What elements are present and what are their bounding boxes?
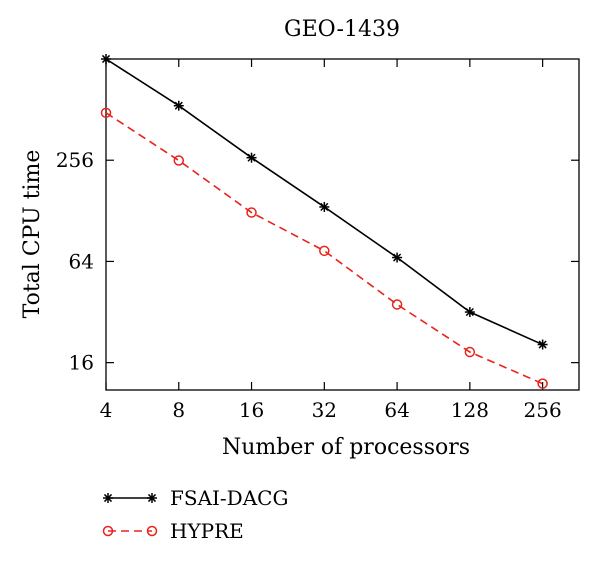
series-line-1 <box>105 112 543 385</box>
asterisk-stroke <box>538 340 547 349</box>
data-point-1 <box>100 107 112 119</box>
asterisk-stroke <box>103 493 113 503</box>
plot-frame <box>105 58 580 391</box>
data-point-1 <box>173 155 185 166</box>
x-tick-label: 256 <box>524 398 562 422</box>
data-point-1 <box>319 245 330 257</box>
data-point-0 <box>392 252 403 263</box>
x-tick-label: 8 <box>172 398 185 422</box>
asterisk-stroke <box>174 101 183 110</box>
y-axis-label: Total CPU time <box>20 150 45 319</box>
asterisk-stroke <box>101 54 111 64</box>
data-point-0 <box>101 54 111 64</box>
legend-label-1: HYPRE <box>170 519 244 543</box>
data-point-1 <box>537 378 548 389</box>
series-markers <box>100 54 548 389</box>
x-tick-label: 64 <box>384 398 409 422</box>
legend-marker-1 <box>102 525 114 537</box>
asterisk-stroke <box>393 253 402 262</box>
asterisk-stroke <box>247 153 256 162</box>
series-lines <box>105 58 543 385</box>
series-line-0 <box>105 58 543 346</box>
data-point-0 <box>319 201 330 212</box>
data-point-1 <box>391 299 403 310</box>
data-point-0 <box>537 339 548 350</box>
x-axis-label: Number of processors <box>222 435 470 460</box>
y-axis-ticks: 16 64 256 <box>56 148 579 375</box>
x-tick-label: 128 <box>451 398 489 422</box>
data-point-0 <box>246 152 257 163</box>
legend-marker-1 <box>146 525 158 537</box>
data-point-0 <box>173 100 184 111</box>
x-tick-label: 16 <box>239 398 264 422</box>
x-tick-label: 4 <box>100 398 113 422</box>
legend-marker-0 <box>147 493 157 503</box>
x-tick-label: 32 <box>312 398 337 422</box>
legend-marker-0 <box>103 493 113 503</box>
y-tick-label: 256 <box>56 148 94 172</box>
data-point-0 <box>464 307 475 318</box>
legend: FSAI-DACG HYPRE <box>102 486 288 543</box>
data-point-1 <box>246 207 257 218</box>
data-point-1 <box>464 346 476 358</box>
asterisk-stroke <box>320 202 329 212</box>
x-axis-ticks: 4 8 16 32 64 128 256 <box>100 59 562 422</box>
asterisk-stroke <box>465 307 474 317</box>
y-tick-label: 16 <box>69 351 94 375</box>
chart-title: GEO-1439 <box>284 17 400 42</box>
legend-label-0: FSAI-DACG <box>170 486 288 510</box>
asterisk-stroke <box>147 493 157 503</box>
y-tick-label: 64 <box>69 249 94 273</box>
